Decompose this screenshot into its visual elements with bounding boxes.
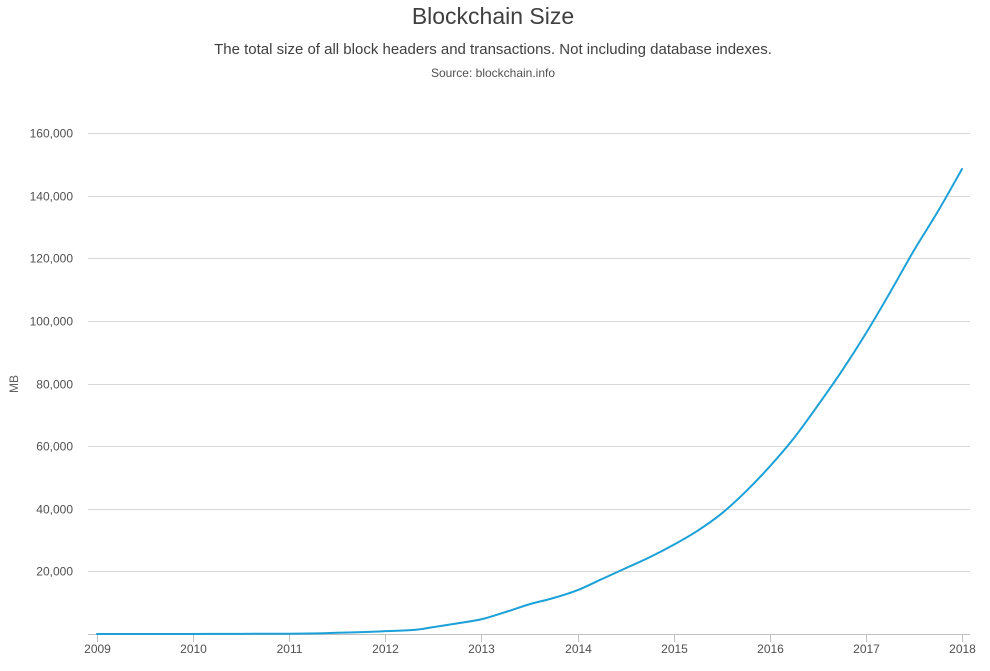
chart-source: Source: blockchain.info [430,66,556,80]
data-point [336,632,338,634]
data-point [649,556,651,558]
data-point [889,292,891,294]
data-point [961,168,963,170]
data-point [144,633,146,635]
y-tick-label: 60,000 [36,440,73,454]
x-tick-label: 2010 [180,642,207,656]
data-point [913,249,915,251]
data-point [553,597,555,599]
series-line [96,168,963,636]
data-point [577,589,579,591]
data-point [865,332,867,334]
x-tick-label: 2009 [84,642,111,656]
data-point [480,618,482,620]
x-tick-label: 2018 [949,642,976,656]
data-point [240,633,242,635]
x-axis [88,634,970,642]
data-point [673,544,675,546]
data-point [721,512,723,514]
data-point [432,626,434,628]
data-point [601,578,603,580]
data-point [841,370,843,372]
grid-lines [88,133,970,572]
x-tick-label: 2015 [661,642,688,656]
y-tick-label: 40,000 [36,503,73,517]
y-tick-label: 160,000 [30,127,74,141]
data-point [384,630,386,632]
y-axis-title: MB [7,375,21,393]
x-tick-label: 2014 [565,642,592,656]
data-point [317,632,319,634]
data-point [697,530,699,532]
data-point [745,491,747,493]
x-tick-label: 2016 [757,642,784,656]
x-tick-label: 2017 [853,642,880,656]
series-layer [96,168,963,636]
data-point [96,633,98,635]
data-point [817,404,819,406]
data-point [413,629,415,631]
x-tick-label: 2013 [468,642,495,656]
data-point [793,437,795,439]
data-point [937,210,939,212]
chart-subtitle: The total size of all block headers and … [214,41,772,58]
y-tick-label: 80,000 [36,378,73,392]
x-axis-tick-labels: 2009 2010 2011 2012 2013 2014 2015 2016 2017 2018 [84,642,976,656]
data-point [192,633,194,635]
y-tick-label: 100,000 [30,315,74,329]
data-point [504,611,506,613]
data-point [529,603,531,605]
data-point [288,633,290,635]
y-tick-label: 20,000 [36,565,73,579]
chart-title: Blockchain Size [411,3,575,29]
y-tick-label: 140,000 [30,190,74,204]
data-point [456,622,458,624]
x-tick-label: 2011 [277,642,303,656]
x-tick-label: 2012 [372,642,399,656]
data-point [360,631,362,633]
y-tick-label: 120,000 [30,252,74,266]
y-axis-tick-labels: 20,000 40,000 60,000 80,000 100,000 120,000 14… [30,127,74,579]
data-point [769,465,771,467]
data-point [625,567,627,569]
